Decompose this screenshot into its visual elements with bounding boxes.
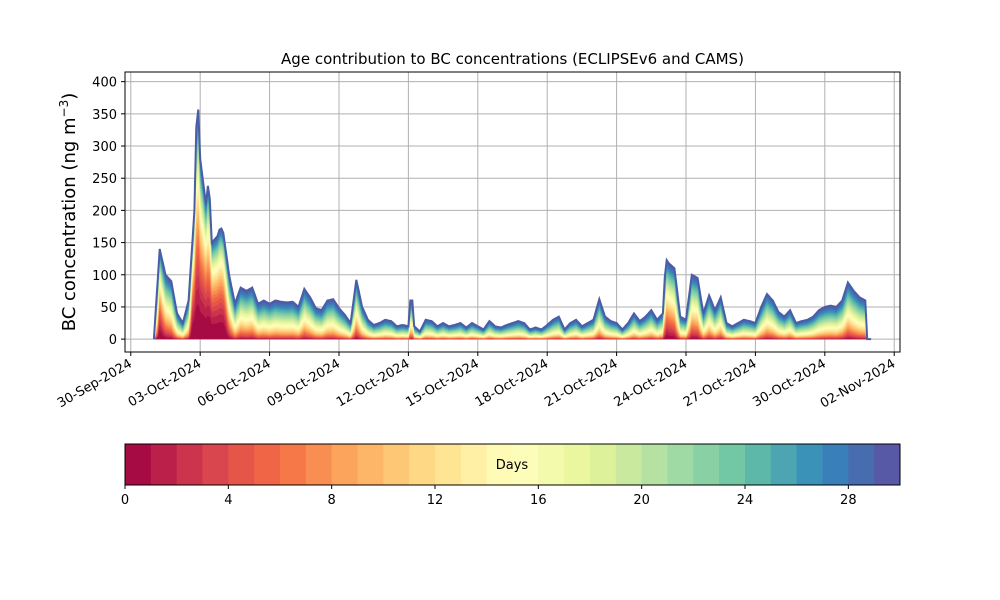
colorbar-cell (745, 444, 772, 485)
x-tick-label: 27-Oct-2024 (681, 356, 759, 410)
x-tick-label: 15-Oct-2024 (403, 356, 481, 410)
y-axis: 0 50 100 150 200 250 300 350 400 (92, 76, 125, 348)
x-tick-label: 09-Oct-2024 (265, 356, 343, 410)
colorbar-cell (615, 444, 643, 485)
age-layer (153, 131, 872, 340)
colorbar: Days 0 4 8 12 16 20 24 28 (121, 443, 901, 508)
colorbar-cell (202, 444, 229, 485)
colorbar-cell (641, 444, 668, 485)
colorbar-cell (874, 444, 901, 485)
y-tick-label: 200 (92, 204, 117, 219)
colorbar-tick-label: 12 (427, 493, 444, 508)
plot-border (124, 71, 901, 353)
total-concentration-line (152, 109, 872, 341)
colorbar-cell (125, 444, 152, 485)
colorbar-cell (693, 444, 720, 485)
x-tick-label: 24-Oct-2024 (612, 356, 690, 410)
colorbar-cell (254, 444, 281, 485)
colorbar-tick-label: 20 (633, 493, 650, 508)
colorbar-cell (357, 444, 384, 485)
colorbar-tick-label: 24 (737, 493, 754, 508)
y-tick-label: 350 (92, 108, 117, 123)
colorbar-cell (486, 444, 513, 485)
y-tick-label: 300 (92, 140, 117, 155)
colorbar-cell (848, 444, 875, 485)
colorbar-cell (280, 444, 307, 485)
colorbar-cell (228, 444, 255, 485)
y-tick-label: 100 (92, 269, 117, 284)
colorbar-cell (512, 444, 539, 485)
x-tick-label: 12-Oct-2024 (334, 356, 412, 410)
y-tick-label: 250 (92, 172, 117, 187)
age-layer (153, 126, 872, 340)
plot-area: 0 50 100 150 200 250 300 350 400 30-Sep-202403-O… (55, 71, 901, 411)
colorbar-cell (331, 444, 358, 485)
y-axis-label-exponent: −3 (57, 100, 71, 118)
colorbar-cell (538, 444, 565, 485)
colorbar-ticks: 0 4 8 12 16 20 24 28 (121, 485, 857, 508)
y-axis-label-close: ) (59, 93, 80, 100)
y-tick-label: 0 (109, 333, 117, 348)
colorbar-cell (460, 444, 488, 485)
colorbar-cell (305, 444, 333, 485)
colorbar-cell (719, 444, 746, 485)
colorbar-cell (383, 444, 410, 485)
y-tick-label: 150 (92, 237, 117, 252)
colorbar-tick-label: 28 (840, 493, 857, 508)
x-tick-label: 30-Oct-2024 (750, 356, 828, 410)
x-tick-label: 18-Oct-2024 (473, 356, 551, 410)
x-tick-label: 30-Sep-2024 (55, 356, 135, 411)
y-tick-label: 400 (92, 76, 117, 91)
colorbar-cell (770, 444, 798, 485)
x-tick-label: 03-Oct-2024 (126, 356, 204, 410)
colorbar-cell (590, 444, 617, 485)
x-tick-label: 21-Oct-2024 (542, 356, 620, 410)
colorbar-tick-label: 4 (224, 493, 232, 508)
colorbar-tick-label: 8 (328, 493, 336, 508)
colorbar-cell (409, 444, 436, 485)
colorbar-label: Days (496, 458, 529, 473)
colorbar-border (124, 443, 901, 486)
colorbar-tick-label: 0 (121, 493, 129, 508)
colorbar-cell (564, 444, 591, 485)
colorbar-cell (822, 444, 849, 485)
y-tick-label: 50 (100, 301, 117, 316)
x-axis: 30-Sep-202403-Oct-202406-Oct-202409-Oct-… (55, 352, 898, 411)
colorbar-cell (176, 444, 203, 485)
y-axis-label: BC concentration (ng m−3) (57, 93, 80, 332)
colorbar-cell (667, 444, 694, 485)
colorbar-cell (150, 444, 178, 485)
y-axis-label-main: BC concentration (ng m (59, 117, 80, 331)
age-layer (153, 303, 872, 340)
x-tick-label: 02-Nov-2024 (818, 356, 898, 411)
colorbar-cell (796, 444, 823, 485)
colorbar-cell (435, 444, 462, 485)
chart-title: Age contribution to BC concentrations (E… (281, 50, 744, 68)
colorbar-tick-label: 16 (530, 493, 547, 508)
x-tick-label: 06-Oct-2024 (195, 356, 273, 410)
colorbar-cells (125, 444, 901, 485)
